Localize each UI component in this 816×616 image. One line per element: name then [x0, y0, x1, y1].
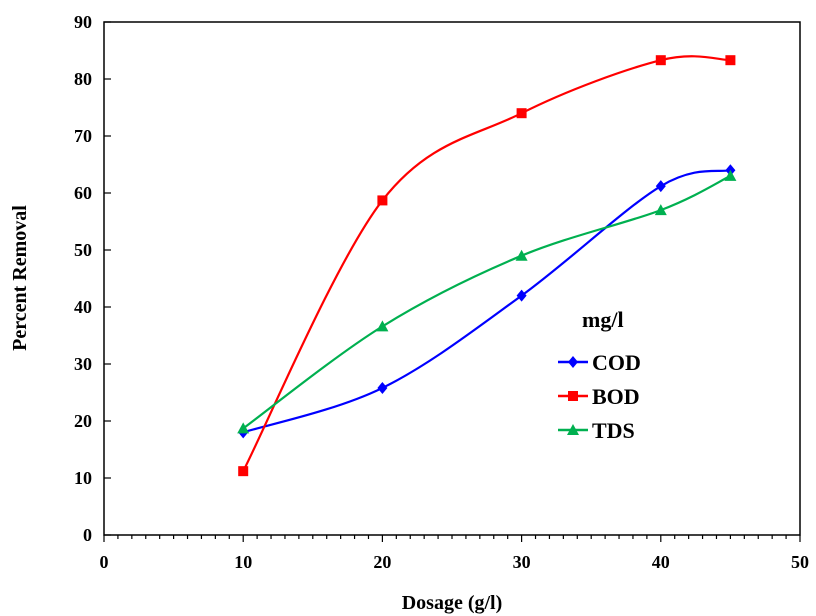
y-tick-label: 60	[74, 183, 92, 203]
y-tick-label: 50	[74, 240, 92, 260]
series-layer	[237, 55, 737, 477]
x-tick-label: 10	[234, 552, 252, 572]
x-tick-label: 0	[100, 552, 109, 572]
y-tick-label: 90	[74, 12, 92, 32]
legend-title: mg/l	[582, 307, 624, 332]
series-tds	[237, 169, 737, 434]
legend-item-bod: BOD	[558, 384, 640, 409]
legend-swatch-marker	[567, 424, 579, 435]
y-tick-label: 70	[74, 126, 92, 146]
x-tick-label: 50	[791, 552, 809, 572]
legend-label: COD	[592, 350, 641, 375]
data-point-cod	[377, 381, 388, 394]
y-tick-label: 10	[74, 468, 92, 488]
x-axis-title: Dosage (g/l)	[402, 592, 503, 614]
x-tick-label: 40	[652, 552, 670, 572]
data-point-tds	[724, 169, 737, 181]
legend-item-tds: TDS	[558, 418, 635, 443]
data-point-bod	[377, 195, 388, 206]
y-tick-label: 30	[74, 354, 92, 374]
legend-label: TDS	[592, 418, 635, 443]
data-point-bod	[516, 108, 527, 119]
y-tick-label: 0	[83, 525, 92, 545]
data-point-tds	[237, 422, 250, 434]
y-tick-label: 40	[74, 297, 92, 317]
data-point-tds	[376, 320, 389, 332]
x-tick-label: 30	[513, 552, 531, 572]
legend-item-cod: COD	[558, 350, 641, 375]
data-point-bod	[238, 466, 249, 477]
data-point-bod	[655, 55, 666, 66]
legend-label: BOD	[592, 384, 640, 409]
data-point-tds	[654, 204, 667, 216]
legend-swatch-marker	[568, 391, 578, 401]
x-tick-label: 20	[373, 552, 391, 572]
y-tick-label: 20	[74, 411, 92, 431]
series-bod	[238, 55, 736, 477]
y-axis-ticks: 0 10 20 30 40 50 60 70 80 90	[74, 12, 111, 545]
series-line-tds	[242, 174, 731, 430]
plot-area	[103, 21, 801, 536]
x-axis-ticks: 0 10 20 30 40 50	[100, 535, 809, 572]
data-point-tds	[515, 249, 528, 261]
data-point-cod	[516, 289, 527, 302]
legend-swatch-marker	[568, 356, 578, 368]
data-point-cod	[655, 180, 666, 193]
legend: mg/l COD BOD TDS	[558, 307, 641, 443]
y-tick-label: 80	[74, 69, 92, 89]
y-axis-title: Percent Removal	[9, 205, 31, 351]
data-point-bod	[725, 55, 736, 66]
series-line-cod	[242, 169, 731, 434]
